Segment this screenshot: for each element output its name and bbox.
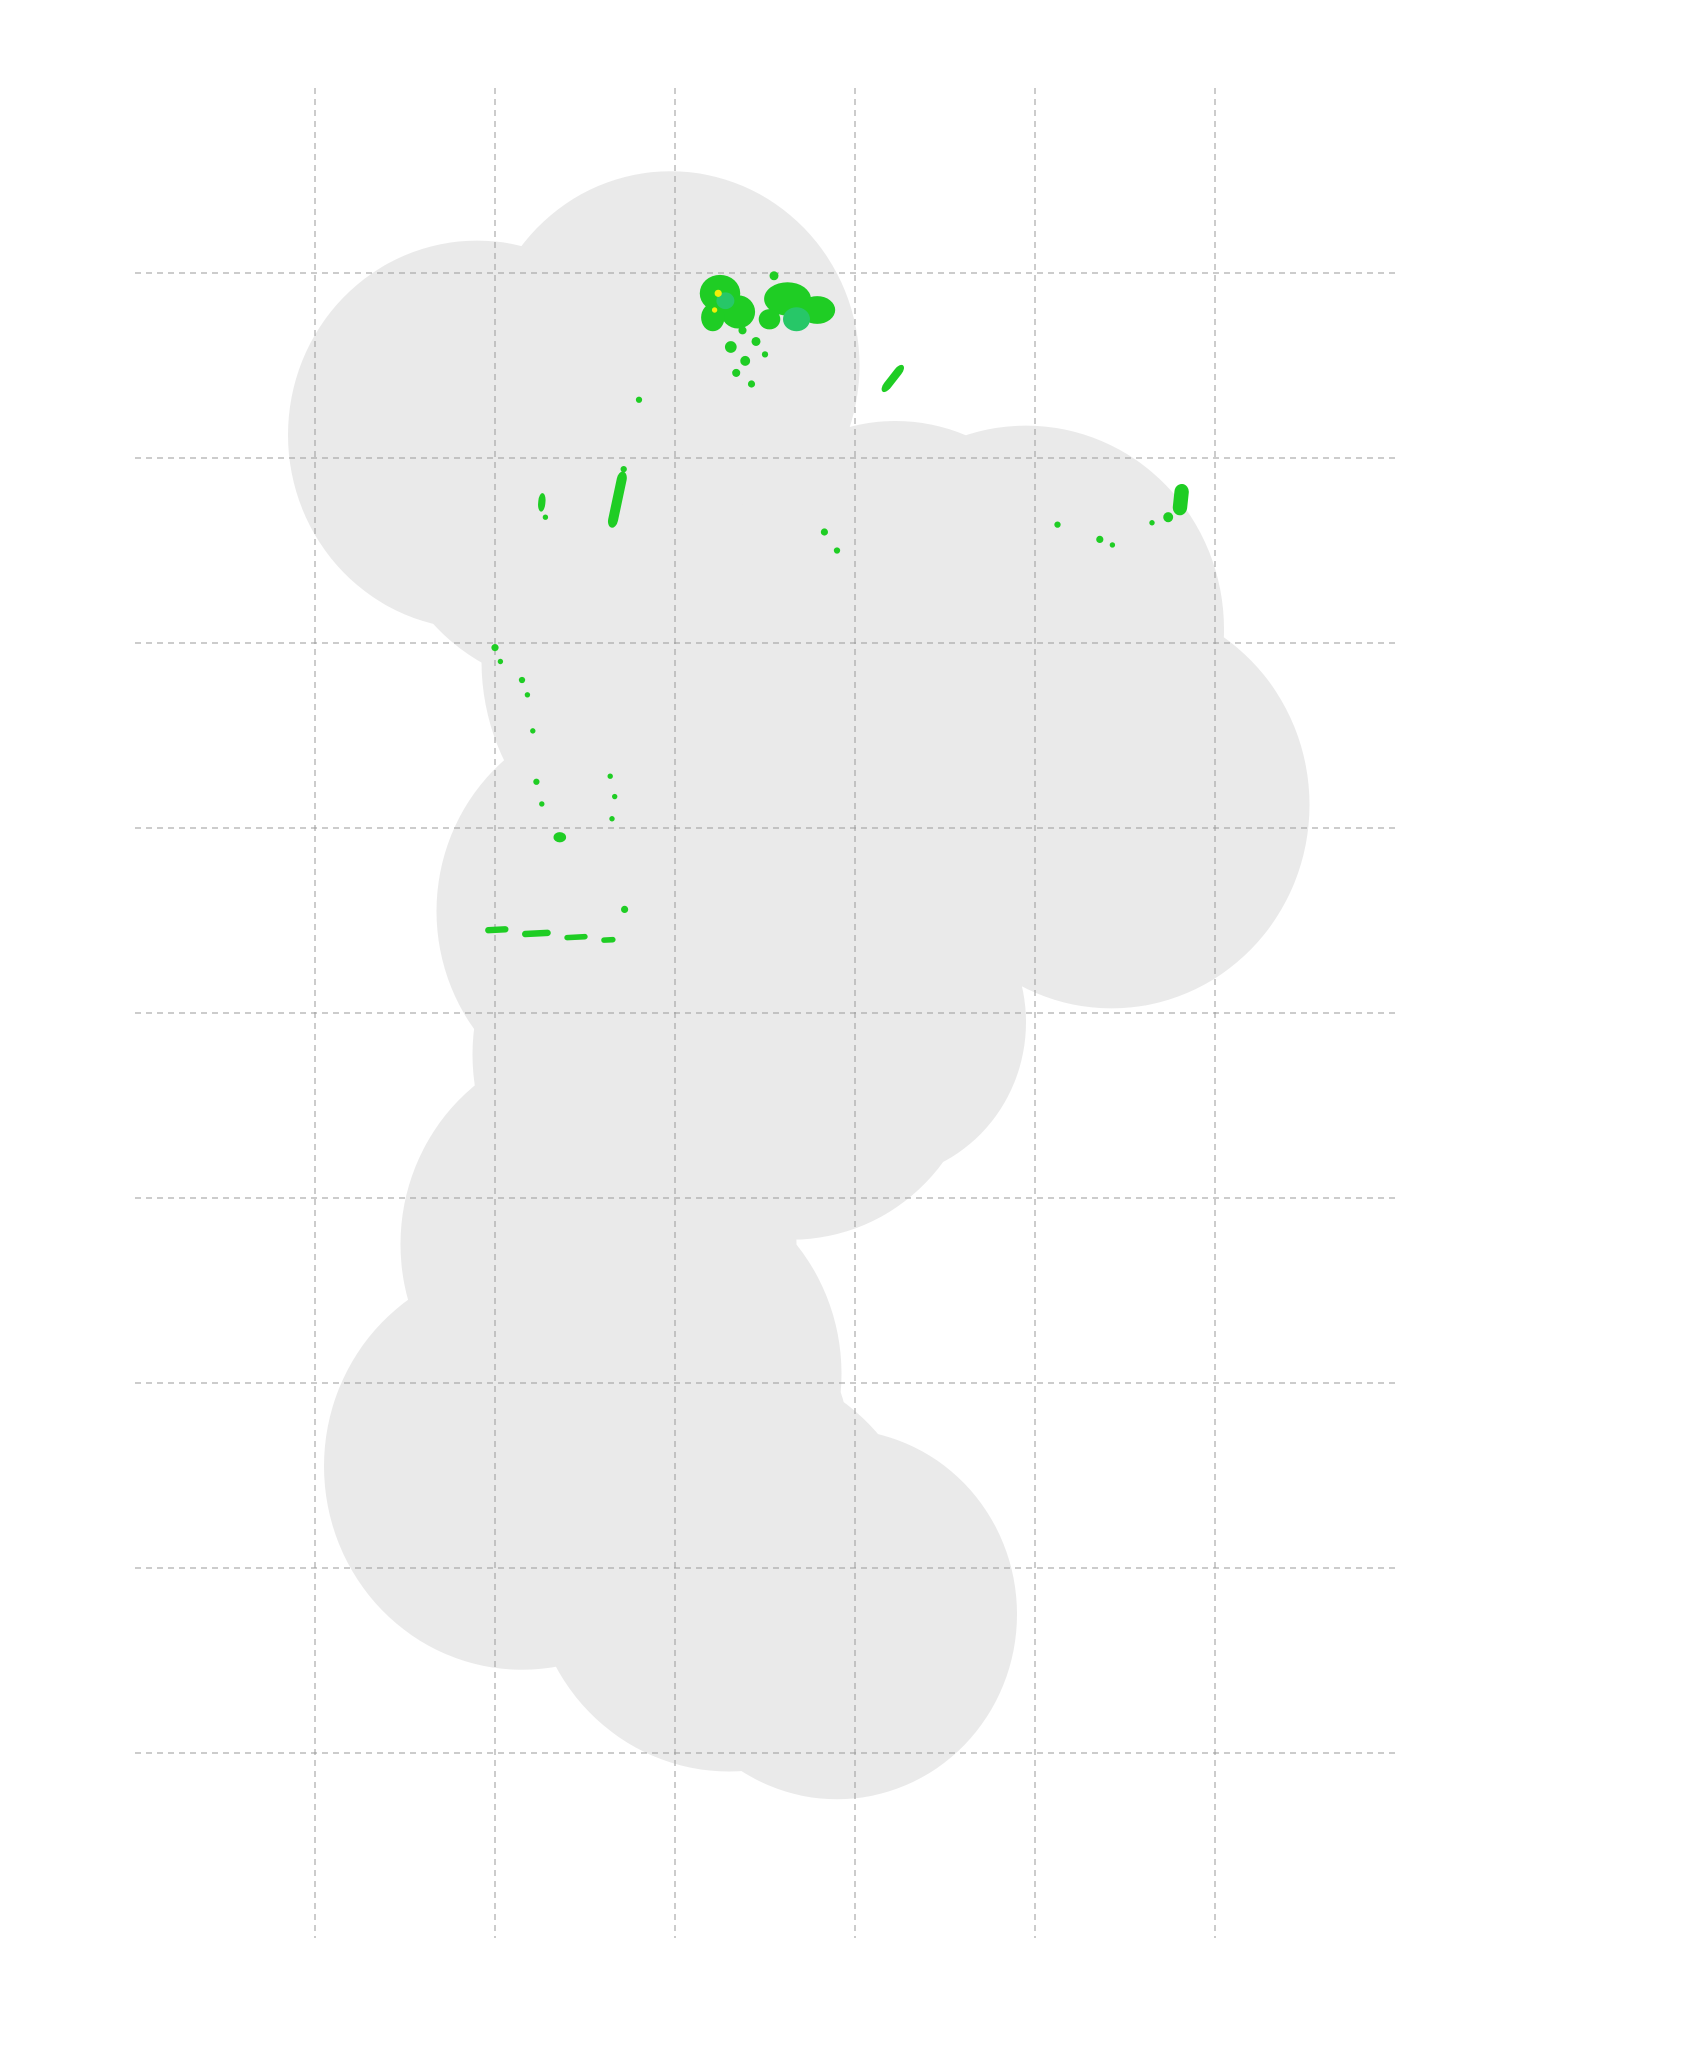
radar-echo	[751, 336, 761, 346]
radar-echo	[881, 364, 904, 393]
radar-echo	[764, 282, 811, 316]
radar-echo	[564, 933, 588, 941]
radar-echo	[539, 801, 545, 807]
radar-coverage-layer	[288, 171, 1310, 1800]
radar-echo	[518, 676, 526, 684]
radar-echo	[833, 547, 841, 554]
radar-echo	[553, 832, 567, 843]
radar-echo	[714, 289, 722, 297]
radar-echo	[524, 692, 531, 698]
radar-echo	[621, 905, 629, 914]
radar-echo	[740, 355, 751, 366]
radar-coverage-circle	[657, 1429, 1017, 1800]
radar-echo	[783, 307, 810, 332]
radar-coverage-circle	[720, 865, 1026, 1180]
radar-echo	[701, 303, 725, 332]
radar-echo	[1149, 520, 1155, 526]
radar-echo	[607, 773, 613, 779]
radar-echo-layer	[485, 271, 1189, 943]
radar-echo	[716, 292, 735, 310]
radar-echo	[1172, 483, 1189, 516]
radar-echo	[609, 816, 615, 822]
radar-echo	[607, 471, 627, 528]
radar-echo	[1109, 542, 1116, 548]
radar-echo	[747, 380, 756, 388]
radar-echo	[538, 493, 546, 512]
radar-echo	[530, 728, 536, 734]
radar-echo	[769, 271, 779, 281]
radar-echo	[724, 341, 737, 353]
radar-echo	[711, 307, 718, 313]
radar-echo	[635, 396, 643, 403]
radar-echo	[609, 521, 615, 528]
radar-echo	[1096, 535, 1104, 544]
gridlines	[135, 88, 1395, 1938]
radar-echo	[732, 368, 741, 377]
radar-echo	[491, 644, 499, 652]
radar-echo	[497, 658, 504, 665]
radar-echo	[758, 309, 781, 330]
radar-echo	[612, 793, 618, 800]
map-content	[135, 88, 1395, 1938]
radar-echo	[1054, 521, 1061, 528]
radar-echo	[761, 351, 769, 358]
radar-echo	[522, 929, 551, 938]
radar-echo	[620, 465, 627, 473]
radar-echo	[601, 936, 616, 943]
radar-echo	[485, 926, 509, 934]
radar-echo	[1163, 512, 1174, 523]
radar-echo	[542, 514, 549, 520]
radar-echo	[820, 528, 829, 536]
radar-echo	[738, 326, 747, 335]
radar-echo	[533, 778, 540, 785]
